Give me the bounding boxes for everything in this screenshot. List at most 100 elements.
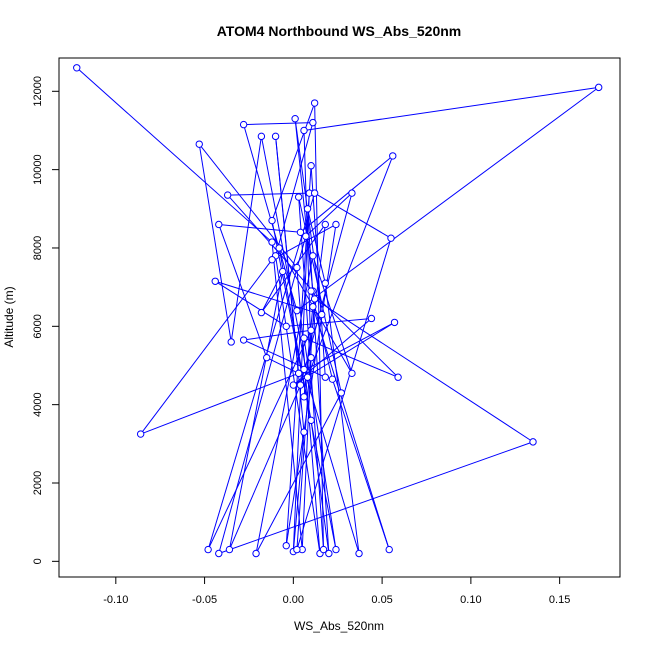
chart-title: ATOM4 Northbound WS_Abs_520nm [217, 23, 462, 39]
series-segment [218, 441, 534, 554]
series-segment [303, 369, 360, 554]
x-axis-label: WS_Abs_520nm [294, 619, 384, 633]
data-point [307, 353, 315, 362]
series-segment [243, 339, 326, 378]
series-lines [76, 67, 599, 554]
data-point [136, 430, 145, 438]
x-tick-label: 0.10 [460, 594, 481, 606]
data-point [307, 162, 315, 170]
data-point [268, 216, 276, 225]
series-segment [275, 122, 314, 256]
series-segment [298, 197, 325, 550]
x-tick-label: 0.05 [371, 594, 392, 606]
data-point [310, 295, 319, 303]
series-segment [228, 271, 284, 550]
series-segment [207, 192, 316, 550]
series-segment [218, 223, 301, 233]
series-segment [218, 224, 268, 358]
data-point [195, 140, 203, 148]
y-tick-label: 10000 [32, 154, 44, 185]
series-segment [286, 317, 372, 327]
series-segment [300, 155, 394, 233]
y-tick-label: 12000 [32, 76, 44, 107]
data-point [282, 322, 290, 331]
data-point [293, 545, 301, 554]
y-tick-label: 8000 [32, 236, 44, 260]
series-segment [331, 379, 390, 550]
series-segment [275, 255, 321, 554]
x-tick-label: -0.10 [103, 594, 128, 606]
series-segment [218, 236, 307, 554]
data-point [300, 428, 308, 436]
y-tick-label: 0 [32, 558, 44, 564]
y-axis: 0 2000 4000 6000 8000 10000 12000 [32, 76, 60, 564]
data-point [204, 545, 212, 554]
series-segment [324, 283, 360, 554]
data-point [278, 267, 287, 276]
data-point [318, 310, 326, 319]
series-segment [303, 224, 326, 397]
series-segment [207, 330, 312, 550]
data-point [319, 545, 328, 554]
data-point [215, 220, 223, 229]
series-segment [307, 155, 394, 378]
series-segment [278, 247, 353, 374]
series-segment [310, 290, 399, 378]
data-point [294, 369, 303, 378]
series-segment [230, 136, 262, 343]
y-tick-label: 2000 [32, 471, 44, 495]
y-tick-label: 6000 [32, 314, 44, 338]
data-point [211, 277, 219, 285]
data-point [309, 118, 317, 127]
data-point [225, 545, 234, 554]
series-segment [312, 255, 353, 374]
x-tick-label: 0.15 [549, 594, 570, 606]
data-point [263, 353, 271, 362]
x-axis: -0.10 -0.05 0.00 0.05 0.10 0.15 [103, 576, 570, 606]
data-point [275, 244, 283, 252]
plot-area [58, 57, 621, 578]
series-segment [314, 192, 392, 239]
series-segment [314, 103, 325, 550]
data-point [355, 549, 363, 558]
data-point [337, 389, 345, 397]
data-point [328, 375, 337, 383]
data-point [390, 318, 399, 327]
data-point [348, 369, 356, 378]
series-segment [214, 280, 287, 327]
data-point [215, 549, 223, 558]
data-point [257, 132, 266, 141]
series-segment [307, 208, 326, 284]
series-segment [296, 298, 316, 550]
x-tick-label: -0.05 [192, 594, 217, 606]
data-point [300, 334, 308, 342]
data-point [293, 306, 301, 315]
data-point [394, 373, 402, 381]
data-point [300, 393, 308, 401]
series-segment [227, 192, 310, 196]
data-point [385, 545, 393, 554]
series-segment [310, 420, 330, 554]
series-segment [303, 306, 314, 397]
series-segment [278, 247, 312, 421]
series-segment [303, 337, 337, 550]
data-point [271, 132, 280, 141]
data-point [296, 381, 305, 389]
data-point [309, 303, 317, 311]
data-point [239, 120, 248, 129]
series-segment [271, 102, 316, 221]
data-point [310, 189, 319, 197]
series-segment [305, 192, 353, 237]
x-tick-label: 0.00 [283, 594, 304, 606]
data-point [310, 99, 319, 107]
series-segment [228, 384, 301, 550]
series-segment [243, 329, 312, 341]
series-segment [292, 432, 305, 552]
data-point [367, 314, 376, 323]
data-point [294, 193, 303, 201]
data-point [257, 308, 266, 317]
data-point [309, 252, 317, 260]
data-point [300, 365, 308, 374]
data-point [321, 279, 329, 287]
